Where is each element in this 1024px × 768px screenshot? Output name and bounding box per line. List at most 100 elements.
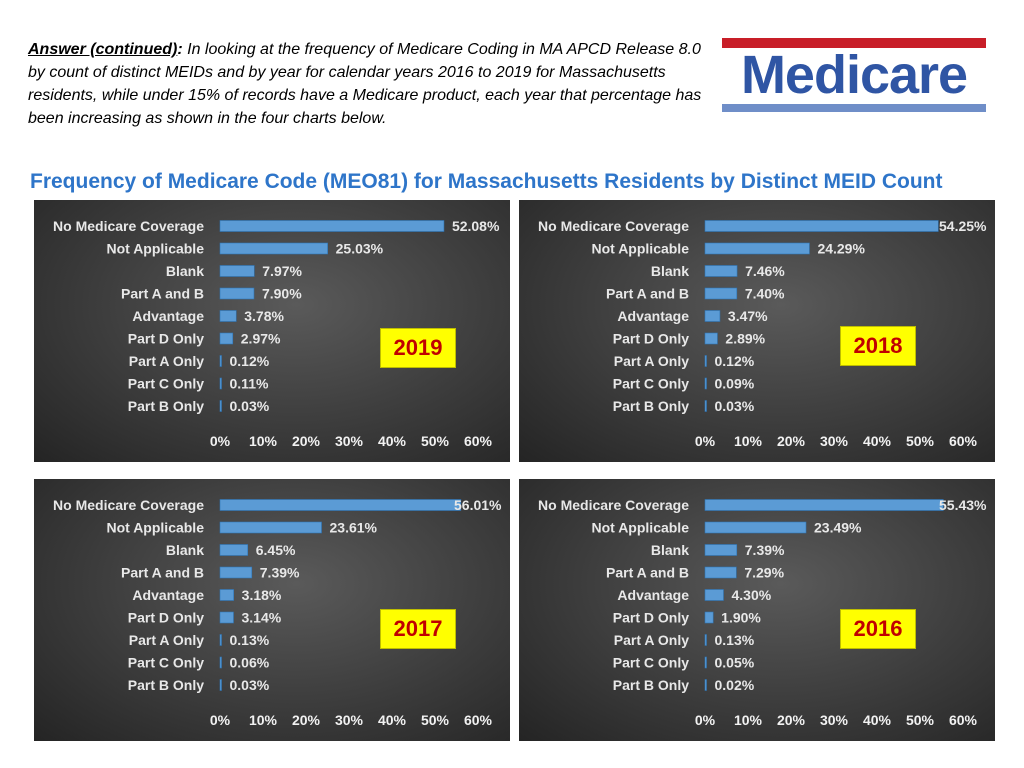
year-badge-2018: 2018 — [840, 326, 916, 366]
x-tick-label: 0% — [210, 433, 231, 449]
x-tick-label: 40% — [863, 433, 892, 449]
category-label: Advantage — [132, 308, 204, 324]
category-label: Part C Only — [128, 655, 204, 671]
chart-panel-2019: No Medicare Coverage 52.08% Not Applicable… — [34, 200, 510, 462]
category-label: No Medicare Coverage — [538, 497, 689, 513]
x-tick-label: 0% — [695, 433, 716, 449]
chart-headline: Frequency of Medicare Code (MEO81) for M… — [30, 170, 943, 193]
bar — [704, 634, 707, 646]
bar — [219, 242, 328, 255]
medicare-logo: Medicare — [722, 38, 986, 112]
data-label: 0.12% — [715, 353, 755, 369]
data-label: 0.06% — [230, 655, 270, 671]
category-label: Part B Only — [128, 398, 204, 414]
bar — [704, 265, 738, 277]
logo-red-bar — [722, 38, 986, 48]
data-label: 1.90% — [721, 610, 761, 626]
data-label: 56.01% — [454, 497, 502, 513]
data-label: 7.90% — [262, 286, 302, 302]
category-label: Blank — [166, 263, 204, 279]
category-label: Not Applicable — [107, 520, 205, 536]
x-tick-label: 0% — [695, 712, 716, 728]
chart-svg-2017: No Medicare Coverage 56.01% Not Applicable… — [53, 497, 502, 728]
x-tick-label: 10% — [734, 712, 763, 728]
category-label: Part A and B — [121, 286, 204, 302]
x-tick-label: 40% — [378, 433, 407, 449]
data-label: 4.30% — [731, 587, 771, 603]
category-label: Part C Only — [613, 376, 689, 392]
bar — [219, 634, 222, 646]
category-label: No Medicare Coverage — [538, 218, 689, 234]
bar — [219, 679, 222, 691]
chart-panel-2018: No Medicare Coverage 54.25% Not Applicable… — [519, 200, 995, 462]
bar — [704, 611, 714, 624]
category-label: Blank — [651, 542, 689, 558]
bar — [704, 544, 738, 556]
category-label: Part B Only — [613, 398, 689, 414]
data-label: 23.61% — [330, 520, 378, 536]
logo-word: Medicare — [740, 45, 968, 105]
bar — [219, 332, 234, 345]
category-label: Part A and B — [606, 565, 689, 581]
data-label: 7.46% — [745, 263, 785, 279]
x-tick-label: 20% — [777, 712, 806, 728]
x-tick-label: 50% — [906, 433, 935, 449]
category-label: Advantage — [132, 587, 204, 603]
data-label: 54.25% — [939, 218, 987, 234]
data-label: 25.03% — [336, 241, 384, 257]
bar — [704, 679, 707, 691]
bar — [219, 377, 222, 390]
data-label: 0.03% — [715, 398, 755, 414]
category-label: Part A and B — [121, 565, 204, 581]
category-label: Part D Only — [613, 331, 689, 347]
x-tick-label: 30% — [335, 712, 364, 728]
intro-colon: : — [177, 41, 183, 58]
bar — [219, 589, 234, 601]
chart-svg-2018: No Medicare Coverage 54.25% Not Applicable… — [538, 218, 987, 449]
x-tick-label: 20% — [292, 712, 321, 728]
bar — [704, 521, 807, 534]
data-label: 24.29% — [817, 241, 865, 257]
x-tick-label: 10% — [249, 433, 278, 449]
x-tick-label: 60% — [464, 712, 493, 728]
x-tick-label: 60% — [949, 433, 978, 449]
category-label: Advantage — [617, 587, 689, 603]
category-label: No Medicare Coverage — [53, 497, 204, 513]
x-tick-label: 30% — [335, 433, 364, 449]
data-label: 0.03% — [230, 398, 270, 414]
data-label: 0.11% — [230, 376, 269, 392]
bar — [704, 220, 939, 232]
chart-panel-2016: No Medicare Coverage 55.43% Not Applicable… — [519, 479, 995, 741]
bar — [219, 287, 255, 300]
data-label: 23.49% — [814, 520, 862, 536]
data-label: 6.45% — [256, 542, 296, 558]
x-tick-label: 40% — [378, 712, 407, 728]
data-label: 0.02% — [715, 677, 755, 693]
x-tick-label: 50% — [421, 712, 450, 728]
category-label: Blank — [166, 542, 204, 558]
bar — [704, 242, 810, 255]
category-label: Part B Only — [128, 677, 204, 693]
bar — [219, 220, 445, 232]
data-label: 3.47% — [728, 308, 768, 324]
data-label: 7.97% — [262, 263, 302, 279]
bar — [219, 265, 255, 277]
x-tick-label: 30% — [820, 712, 849, 728]
bar — [219, 566, 253, 579]
bar — [219, 611, 234, 624]
category-label: Part D Only — [613, 610, 689, 626]
category-label: Part B Only — [613, 677, 689, 693]
data-label: 7.39% — [260, 565, 300, 581]
bar — [704, 355, 707, 367]
category-label: Part A Only — [614, 632, 689, 648]
data-label: 7.29% — [744, 565, 784, 581]
logo-blue-bar — [722, 104, 986, 112]
bar — [219, 544, 249, 556]
x-tick-label: 0% — [210, 712, 231, 728]
bar — [704, 377, 707, 390]
category-label: Part C Only — [128, 376, 204, 392]
category-label: Part A Only — [129, 632, 204, 648]
category-label: Blank — [651, 263, 689, 279]
data-label: 0.12% — [230, 353, 270, 369]
bar — [219, 400, 222, 412]
